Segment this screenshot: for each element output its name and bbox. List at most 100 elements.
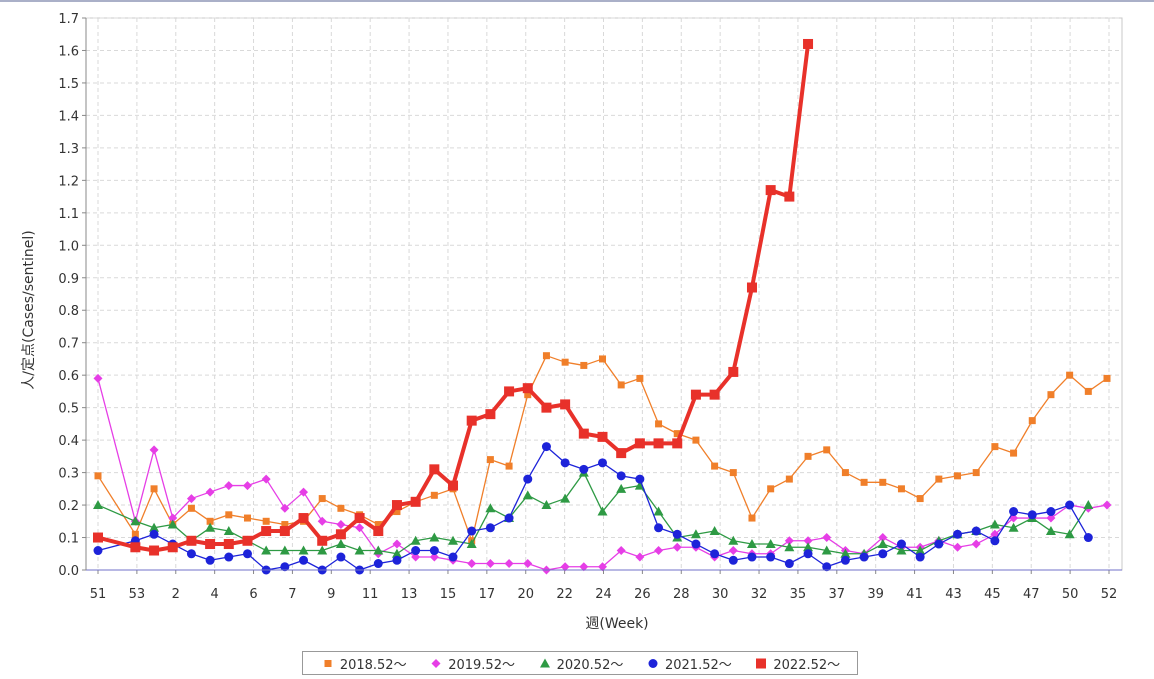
green-triangle-point: [130, 516, 141, 526]
green-triangle-point: [317, 545, 328, 555]
magenta-diamond-point: [878, 533, 888, 543]
x-tick-label: 52: [1101, 587, 1118, 602]
x-tick-label: 50: [1062, 587, 1079, 602]
y-tick-label: 1.3: [58, 142, 79, 157]
blue-circle-point: [840, 555, 850, 565]
magenta-diamond-point: [467, 559, 477, 569]
red-square-point: [373, 526, 384, 537]
y-axis-title: 人/定点(Cases/sentinel): [21, 230, 37, 389]
legend-green-triangle-point: [539, 658, 550, 668]
red-square-point: [149, 545, 160, 556]
x-tick-label: 22: [556, 587, 573, 602]
magenta-diamond-point: [336, 520, 346, 530]
legend-label: 2021.52～: [664, 657, 732, 673]
magenta-diamond-point: [1046, 513, 1056, 523]
blue-circle-point: [224, 552, 234, 562]
x-tick-label: 2: [172, 587, 180, 602]
orange-square-point: [505, 462, 513, 470]
magenta-diamond-point: [560, 562, 570, 572]
y-tick-label: 0.6: [58, 369, 79, 384]
y-tick-label: 0.0: [58, 564, 79, 579]
legend-item: 2018.52～: [320, 654, 407, 673]
green-triangle-point: [896, 545, 907, 555]
magenta-diamond-point: [429, 552, 439, 562]
line-chart: 0.0 0.1 0.2 0.3 0.4 0.5 0.6 0.7 0.8 0.9 1.0 1.1 1.2 1…: [21, 12, 1123, 632]
blue-circle-point: [149, 529, 159, 539]
magenta-diamond-point: [186, 494, 196, 504]
magenta-diamond-point: [485, 559, 495, 569]
legend-swatch: [648, 659, 658, 668]
green-triangle-point: [448, 535, 459, 545]
orange-square-point: [243, 514, 251, 522]
blue-circle-point: [448, 552, 458, 562]
x-tick-label: 11: [362, 587, 379, 602]
x-tick-label: 4: [211, 587, 219, 602]
legend-label: 2022.52～: [773, 657, 841, 673]
red-square-point: [653, 438, 664, 449]
y-axis-ticks: 0.0 0.1 0.2 0.3 0.4 0.5 0.6 0.7 0.8 0.9 1.0 1.1 1.2 1…: [58, 12, 86, 579]
green-triangle-point: [167, 519, 178, 529]
magenta-diamond-point: [355, 523, 365, 533]
magenta-diamond-point: [242, 481, 252, 491]
legend: 2018.52～ 2019.52～ 2020.52～ 2021.52～ 2022.52～: [302, 651, 858, 675]
y-tick-label: 0.1: [58, 532, 79, 547]
green-triangle-point: [541, 500, 552, 510]
blue-circle-point: [299, 555, 309, 565]
green-triangle-point: [803, 542, 814, 552]
green-triangle-point: [335, 539, 346, 549]
orange-square-point: [748, 514, 756, 522]
red-square-point: [784, 191, 795, 202]
legend-label: 2019.52～: [448, 657, 515, 673]
orange-square-point: [1047, 391, 1055, 399]
orange-square-point: [617, 381, 625, 389]
blue-circle-point: [411, 546, 421, 556]
red-square-point: [298, 513, 309, 524]
legend-item: 2022.52～: [753, 654, 840, 673]
orange-square-point: [486, 456, 494, 464]
orange-square-point: [823, 446, 831, 454]
y-tick-label: 0.2: [58, 499, 79, 514]
blue-circle-point: [672, 529, 682, 539]
green-triangle-point: [784, 542, 795, 552]
magenta-diamond-point: [654, 546, 664, 556]
magenta-diamond-point: [168, 513, 178, 523]
x-tick-label: 7: [288, 587, 296, 602]
x-tick-label: 32: [751, 587, 768, 602]
red-square-point: [634, 438, 645, 449]
orange-square-point: [1066, 371, 1074, 379]
orange-square-point: [692, 436, 700, 444]
green-triangle-point: [840, 548, 851, 558]
red-square-point: [466, 415, 477, 426]
blue-circle-point: [598, 458, 607, 468]
magenta-diamond-point: [635, 552, 645, 562]
red-square-point: [728, 366, 739, 377]
blue-circle-point: [1027, 510, 1037, 520]
legend-item: 2019.52～: [428, 654, 515, 673]
series-4: [93, 442, 1093, 575]
magenta-diamond-point: [523, 559, 533, 569]
magenta-diamond-point: [953, 542, 963, 552]
orange-square-point: [225, 511, 233, 519]
orange-square-point: [711, 462, 719, 470]
y-tick-label: 0.9: [58, 272, 79, 287]
orange-square-point: [860, 478, 868, 486]
red-square-point: [242, 535, 253, 546]
blue-circle-point: [429, 546, 439, 556]
magenta-diamond-point: [149, 445, 159, 455]
red-square-point: [616, 448, 627, 459]
orange-square-point: [954, 472, 962, 480]
x-tick-label: 47: [1023, 587, 1040, 602]
x-tick-label: 43: [945, 587, 962, 602]
orange-square-point: [785, 475, 793, 483]
grid-lines: [85, 17, 1123, 571]
orange-square-point: [935, 475, 943, 483]
legend-swatch: [756, 658, 767, 669]
orange-square-point: [430, 491, 438, 499]
red-square-point: [522, 383, 533, 394]
magenta-diamond-point: [728, 546, 738, 556]
blue-circle-point: [186, 549, 196, 559]
y-tick-label: 0.7: [58, 337, 79, 352]
blue-circle-point: [1065, 500, 1075, 510]
orange-square-point: [580, 361, 588, 369]
red-square-point: [429, 464, 440, 475]
